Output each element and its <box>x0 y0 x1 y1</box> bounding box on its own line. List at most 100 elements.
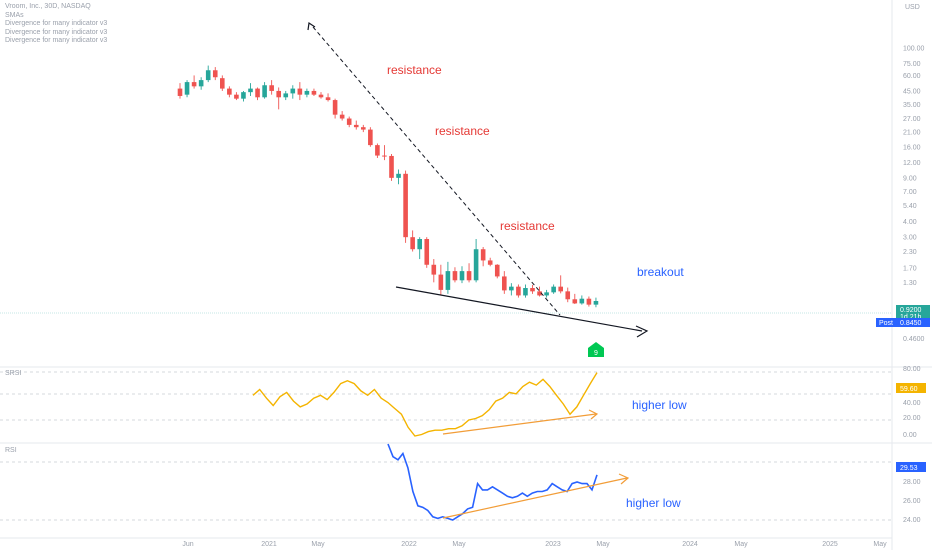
last-price-text: 0.9200 <box>900 307 922 314</box>
candle-body <box>382 155 387 157</box>
resistance-trendline <box>312 26 561 316</box>
candle-body <box>417 239 422 250</box>
candle-body <box>452 271 458 281</box>
price-tick-label: 5.40 <box>903 203 917 210</box>
rsi-line <box>387 443 598 521</box>
candle-body <box>523 288 528 296</box>
candle-body <box>516 286 521 296</box>
price-tick-label: 1.30 <box>903 280 917 287</box>
indicator-label-smas[interactable]: SMAs <box>5 11 24 19</box>
indicator-label-divergence-2[interactable]: Divergence for many indicator v3 <box>5 28 108 36</box>
resistance-label-2: resistance <box>435 124 490 138</box>
stoch-rsi-line <box>252 372 598 437</box>
candle-body <box>325 97 331 101</box>
time-tick-label: May <box>452 541 466 548</box>
candle-body <box>269 85 274 91</box>
price-axis-ticks: 100.00 75.00 60.00 45.00 35.00 27.00 21.00 16.0… <box>903 4 925 343</box>
candle-body <box>346 118 352 125</box>
rsi-value-text: 29.53 <box>900 465 918 472</box>
candle-body <box>248 88 253 93</box>
chart-legend: Vroom, Inc., 30D, NASDAQ SMAs Divergence… <box>5 3 107 46</box>
candle-body <box>431 264 437 275</box>
price-tick-label: 7.00 <box>903 189 917 196</box>
price-tick-label: 100.00 <box>903 45 925 52</box>
price-tick-label: 45.00 <box>903 88 921 95</box>
stoch-higher-low-arrow <box>442 413 597 435</box>
time-tick-label: 2022 <box>401 541 417 548</box>
candle-body <box>530 288 535 292</box>
post-price-text: 0.8450 <box>900 320 922 327</box>
candle-body <box>410 237 415 250</box>
candle-body <box>487 260 493 265</box>
price-tick-label: 3.00 <box>903 235 917 242</box>
candle-body <box>332 100 338 115</box>
price-tick-label: 35.00 <box>903 102 921 109</box>
rsi-value-badge <box>896 462 926 472</box>
resistance-label-1: resistance <box>387 63 442 77</box>
price-badges: 0.9200 1d 21h Post 0.8450 59.60 29.53 <box>876 305 930 472</box>
countdown-text: 1d 21h <box>900 314 922 321</box>
candle-body <box>558 286 563 292</box>
indicator-label-divergence-1[interactable]: Divergence for many indicator v3 <box>5 20 108 28</box>
candle-body <box>255 88 260 98</box>
candle-body <box>361 127 366 130</box>
candle-body <box>191 82 197 87</box>
oscillator-tick-label: 80.00 <box>903 366 921 373</box>
count-badge-shape <box>588 342 604 357</box>
candle-body <box>283 93 289 98</box>
oscillator-tick-label: 26.00 <box>903 498 921 505</box>
candle-body <box>438 274 444 290</box>
candle-body <box>480 249 486 261</box>
price-tick-label: 12.00 <box>903 160 921 167</box>
oscillator-tick-label: 24.00 <box>903 517 921 524</box>
time-tick-label: 2023 <box>545 541 561 548</box>
indicator-label-divergence-3[interactable]: Divergence for many indicator v3 <box>5 37 108 45</box>
resistance-label-3: resistance <box>500 219 555 233</box>
candle-body <box>184 82 190 95</box>
candle-body <box>212 70 218 78</box>
resistance-arrowhead <box>307 21 316 31</box>
candle-body <box>220 78 225 89</box>
divergence-arrows <box>442 409 630 519</box>
time-tick-label: May <box>596 541 610 548</box>
price-tick-label: 16.00 <box>903 144 921 151</box>
support-arrowhead <box>635 325 649 338</box>
time-axis-ticks: Jun 2021 May 2022 May 2023 May 2024 May 2025 May <box>182 541 887 548</box>
candle-body <box>311 90 317 95</box>
candle-body <box>290 88 296 94</box>
stoch-value-text: 59.60 <box>900 386 918 393</box>
post-label-badge <box>876 318 896 327</box>
rsi-pane-label[interactable]: RSI <box>5 447 17 454</box>
symbol-title: Vroom, Inc., 30D, NASDAQ <box>5 3 91 10</box>
support-trendline <box>395 286 643 332</box>
trend-lines <box>307 21 649 338</box>
breakout-label: breakout <box>637 265 684 279</box>
higher-low-label-stoch: higher low <box>632 398 687 412</box>
price-tick-label: 0.4600 <box>903 336 925 343</box>
time-tick-label: Jun <box>182 541 193 548</box>
post-price-badge <box>896 318 930 327</box>
price-tick-label: 75.00 <box>903 61 921 68</box>
stoch-pane-label[interactable]: SRSI <box>5 370 22 377</box>
stoch-value-badge <box>896 383 926 393</box>
price-tick-label: 9.00 <box>903 175 917 182</box>
candle-body <box>198 80 204 87</box>
candle-body <box>445 271 451 290</box>
candle-body <box>396 173 401 178</box>
candle-body <box>276 90 281 98</box>
candle-body <box>227 88 232 95</box>
candle-body <box>262 85 267 98</box>
candle-body <box>502 276 507 291</box>
time-tick-label: May <box>734 541 748 548</box>
oscillator-axis-ticks: 80.00 40.00 20.00 0.00 28.00 26.00 24.00 <box>903 366 921 524</box>
candle-body <box>368 129 373 146</box>
candle-body <box>509 286 514 291</box>
candle-body <box>494 264 500 277</box>
candlestick-series <box>177 65 599 308</box>
time-tick-label: 2021 <box>261 541 277 548</box>
count-badge: 9 <box>588 342 604 357</box>
candle-body <box>318 94 324 98</box>
oscillator-tick-label: 0.00 <box>903 432 917 439</box>
